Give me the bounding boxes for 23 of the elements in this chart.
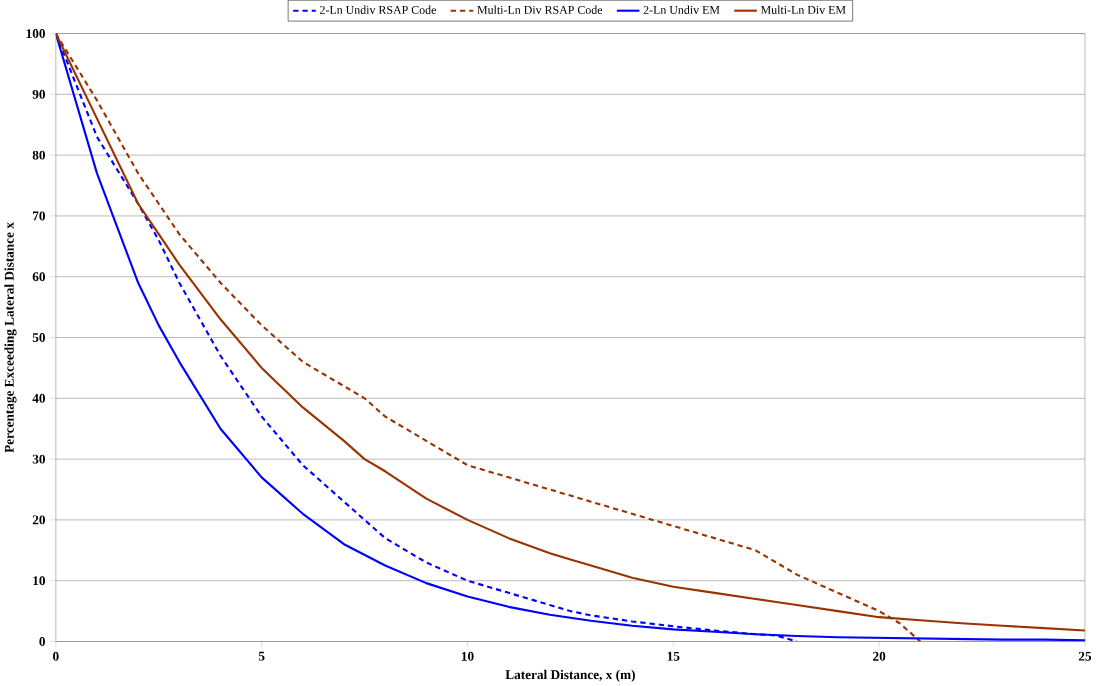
y-tick-label: 50 [32,332,45,342]
legend-label: 2-Ln Undiv EM [643,5,720,14]
y-tick-label: 20 [32,515,45,525]
legend-label: Multi-Ln Div EM [760,5,846,14]
y-axis-title: Percentage Exceeding Lateral Distance x [4,222,17,453]
legend-label: 2-Ln Undiv RSAP Code [320,5,436,14]
y-tick-label: 10 [33,576,45,586]
y-tick-label: 40 [32,393,45,403]
y-tick-label: 90 [32,89,45,99]
x-tick-label: 5 [258,651,265,661]
y-tick-label: 60 [32,272,45,282]
y-tick-label: 100 [26,28,45,38]
y-tick-label: 80 [32,150,45,160]
legend-label: Multi-Ln Div RSAP Code [477,5,603,14]
x-tick-label: 15 [667,651,680,661]
x-tick-label: 10 [461,651,474,661]
x-axis-title: Lateral Distance, x (m) [505,669,635,682]
x-tick-label: 25 [1078,651,1092,661]
x-tick-label: 20 [873,651,886,661]
y-tick-label: 0 [39,636,45,646]
y-tick-label: 30 [32,454,45,464]
x-tick-label: 0 [53,651,59,661]
y-tick-label: 70 [33,211,45,221]
